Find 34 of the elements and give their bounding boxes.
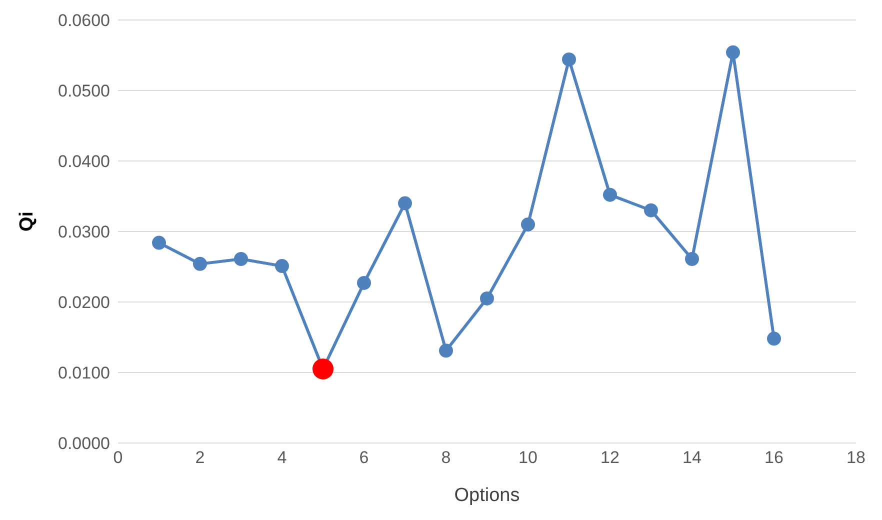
- point: [193, 256, 207, 271]
- y-tick-label: 0.0100: [58, 364, 110, 383]
- x-tick-label: 4: [277, 448, 287, 468]
- x-tick-label: 12: [600, 448, 620, 468]
- y-tick-label: 0.0400: [58, 152, 110, 172]
- x-tick-label: 16: [764, 448, 784, 468]
- x-tick-label: 6: [359, 448, 369, 468]
- point: [275, 259, 289, 274]
- point: [480, 291, 494, 306]
- point: [152, 236, 166, 250]
- x-tick-label: 14: [682, 448, 702, 468]
- y-tick-label: 0.0300: [58, 222, 110, 242]
- y-axis-title: Qi: [16, 211, 38, 232]
- point: [521, 217, 535, 232]
- x-tick-label: 0: [113, 448, 123, 468]
- point: [562, 52, 576, 66]
- x-tick-label: 10: [518, 448, 538, 468]
- point: [644, 203, 658, 218]
- y-tick-label: 0.0200: [58, 293, 110, 312]
- x-axis-title: Options: [454, 485, 520, 506]
- point: [767, 332, 781, 346]
- point: [439, 344, 453, 358]
- point: [603, 188, 617, 202]
- point: [398, 196, 412, 210]
- point: [685, 252, 699, 266]
- point: [234, 252, 248, 266]
- point: [357, 276, 371, 290]
- y-tick-label: 0.0500: [58, 82, 110, 101]
- x-tick-label: 2: [195, 448, 205, 468]
- point: [726, 45, 740, 60]
- x-tick-label: 8: [441, 448, 451, 468]
- y-tick-label: 0.0600: [58, 11, 110, 30]
- x-tick-label: 18: [846, 448, 866, 468]
- y-tick-label: 0.0000: [58, 434, 110, 454]
